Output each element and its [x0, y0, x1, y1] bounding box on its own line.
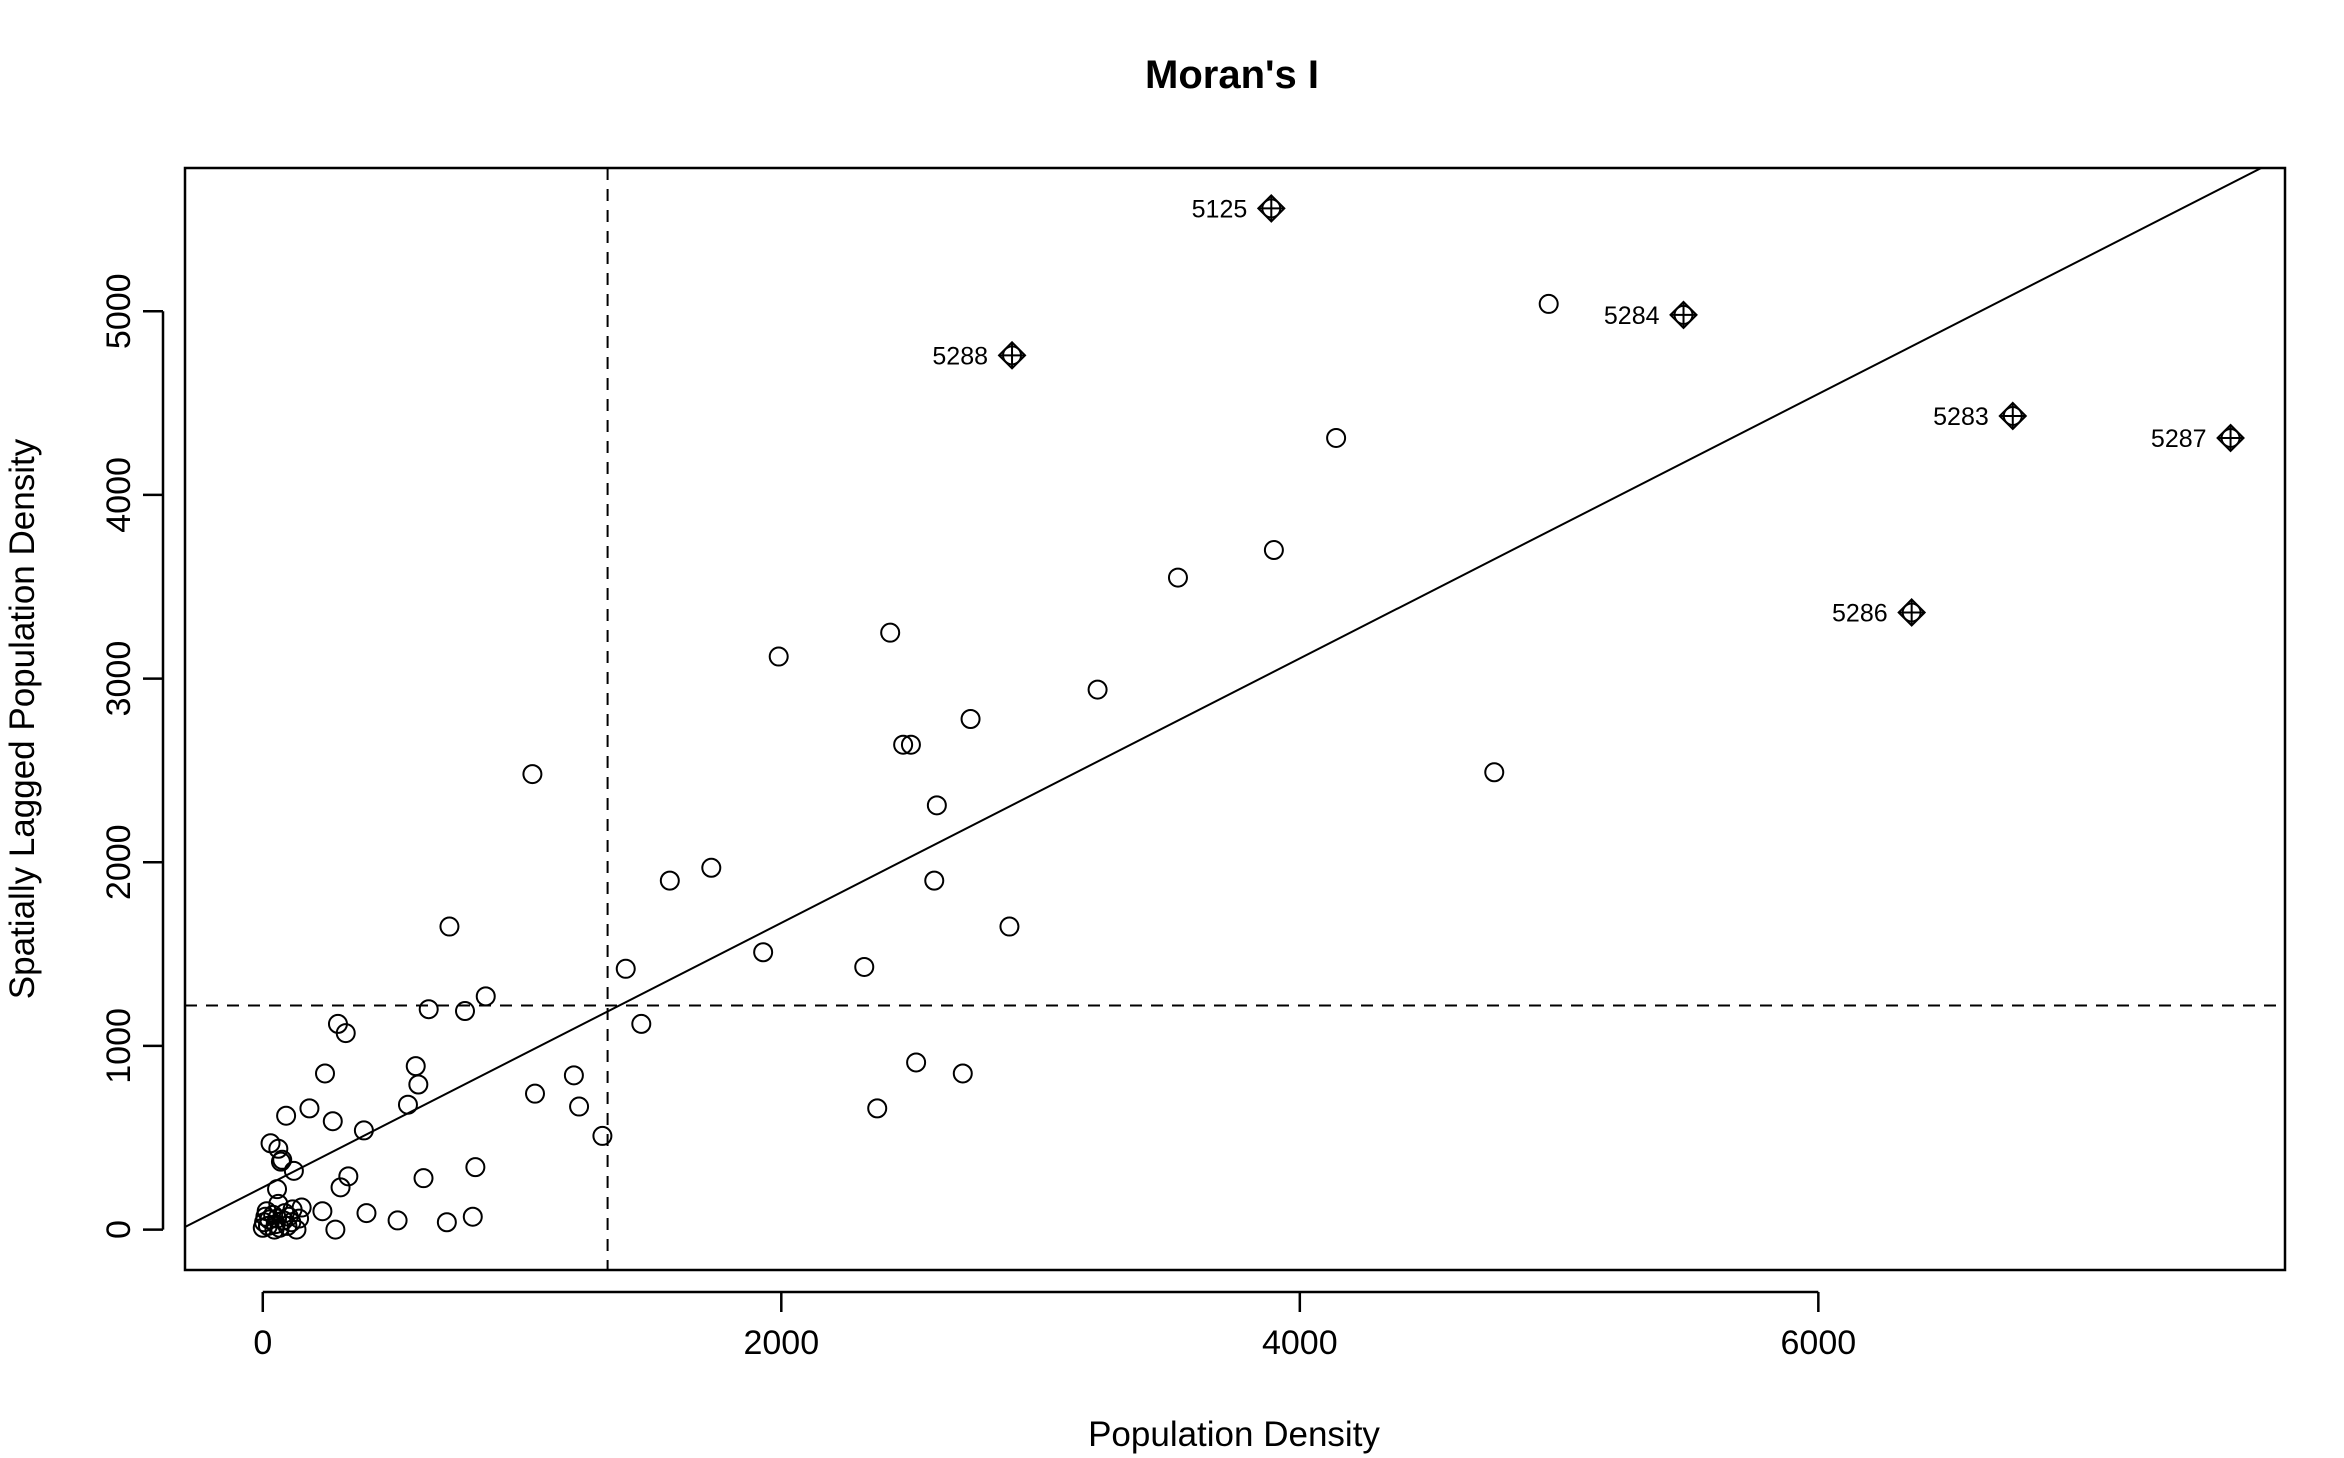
influential-point: [997, 340, 1027, 370]
data-point: [436, 1212, 457, 1233]
data-point: [335, 1023, 356, 1044]
data-point: [631, 1013, 652, 1034]
y-tick-label: 2000: [100, 824, 138, 900]
data-point: [455, 1001, 475, 1022]
data-point: [286, 1219, 307, 1240]
data-point: [569, 1096, 590, 1117]
influential-point-label: 5284: [1604, 302, 1660, 330]
y-tick-label: 4000: [100, 457, 138, 533]
data-point: [1538, 293, 1559, 314]
y-axis-label: Spatially Lagged Population Density: [3, 438, 42, 999]
plot-frame: [183, 166, 2287, 1272]
data-point: [768, 646, 789, 667]
influential-points: 5125 5288 5284 5283 5287 5286: [932, 193, 2245, 627]
data-point: [522, 764, 543, 785]
data-point: [1167, 567, 1188, 588]
chart-title: Moran's I: [1145, 53, 1319, 97]
data-point: [701, 857, 722, 878]
data-point: [880, 622, 901, 643]
data-point: [906, 1052, 927, 1073]
influential-point: [1897, 598, 1927, 627]
data-point: [322, 1111, 343, 1132]
y-tick-label: 3000: [100, 641, 138, 717]
influential-point-label: 5286: [1832, 599, 1888, 627]
data-point: [952, 1063, 973, 1084]
x-tick-label: 4000: [1262, 1324, 1338, 1362]
data-point: [615, 958, 636, 979]
data-point: [268, 1138, 289, 1159]
data-point: [272, 1149, 293, 1170]
influential-point-label: 5125: [1192, 195, 1248, 223]
data-point: [867, 1098, 888, 1119]
x-axis-label: Population Density: [1088, 1415, 1380, 1454]
data-point: [418, 999, 439, 1020]
data-points: [252, 293, 1559, 1240]
data-point: [312, 1201, 333, 1222]
y-axis: 0 1000 2000 3000 4000 5000: [100, 273, 165, 1239]
y-tick-label: 5000: [100, 273, 138, 349]
influential-point-label: 5283: [1933, 403, 1989, 431]
y-tick-label: 0: [100, 1220, 138, 1239]
x-tick-label: 2000: [743, 1324, 819, 1362]
data-point: [387, 1210, 408, 1231]
data-point: [893, 734, 914, 755]
data-point: [315, 1063, 335, 1084]
data-point: [462, 1206, 483, 1227]
influential-point-label: 5287: [2151, 425, 2207, 453]
data-point: [408, 1074, 429, 1095]
influential-point: [1998, 401, 2028, 431]
data-point: [1087, 679, 1108, 700]
data-point: [854, 956, 875, 977]
data-point: [276, 1105, 297, 1126]
x-tick-label: 0: [253, 1324, 272, 1362]
data-point: [325, 1219, 346, 1240]
data-point: [1326, 427, 1347, 448]
guide-lines: [185, 168, 2285, 1270]
data-point: [299, 1098, 320, 1119]
data-point: [563, 1065, 584, 1086]
data-point: [439, 916, 460, 937]
data-point: [592, 1125, 613, 1146]
data-point: [465, 1157, 486, 1178]
data-point: [263, 1204, 284, 1225]
data-point: [397, 1094, 418, 1115]
influential-point: [1669, 300, 1698, 330]
data-point: [270, 1151, 291, 1172]
data-point: [413, 1168, 434, 1189]
data-point: [525, 1083, 545, 1104]
data-point: [659, 870, 680, 891]
data-point: [289, 1208, 310, 1229]
regression-line: [185, 168, 2264, 1228]
data-point: [1263, 540, 1284, 561]
data-point: [475, 986, 496, 1007]
x-axis: 0 2000 4000 6000: [253, 1290, 1857, 1362]
data-point: [900, 734, 921, 755]
influential-point: [2216, 423, 2245, 453]
data-point: [960, 709, 981, 729]
data-point: [267, 1179, 288, 1200]
y-tick-label: 1000: [100, 1008, 138, 1084]
data-point: [1484, 762, 1505, 783]
influential-point-label: 5288: [932, 342, 988, 370]
data-point: [999, 916, 1020, 937]
data-point: [753, 942, 774, 963]
x-tick-label: 6000: [1781, 1324, 1857, 1362]
data-point: [924, 870, 945, 891]
influential-point: [1256, 193, 1286, 223]
data-point: [353, 1120, 374, 1141]
data-point: [356, 1203, 377, 1224]
data-point: [926, 795, 947, 816]
data-point: [291, 1197, 312, 1218]
data-point: [338, 1166, 359, 1187]
data-point: [283, 1160, 304, 1181]
data-point: [405, 1056, 426, 1077]
